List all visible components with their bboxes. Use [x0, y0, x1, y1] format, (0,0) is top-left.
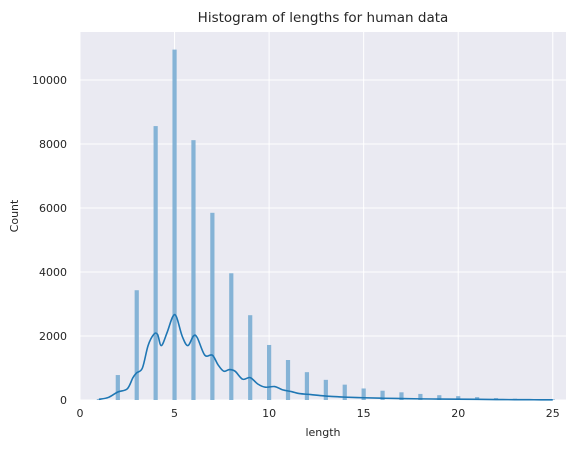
chart-title: Histogram of lengths for human data [198, 10, 449, 26]
histogram-bar [134, 290, 139, 400]
x-tick-label: 0 [77, 407, 84, 420]
histogram-bar [456, 396, 461, 400]
y-tick-label: 2000 [39, 330, 67, 343]
histogram-bar [210, 212, 215, 400]
histogram-bar [267, 344, 272, 400]
x-tick-labels: 0 5 10 15 20 25 [77, 407, 560, 420]
grid-lines [79, 32, 566, 401]
histogram-bar [115, 375, 120, 400]
histogram-bar [361, 388, 366, 400]
histogram-bar [229, 273, 234, 400]
y-tick-labels: 0 2000 4000 6000 8000 10000 [32, 74, 67, 407]
histogram-bar [437, 395, 442, 400]
x-tick-label: 15 [357, 407, 371, 420]
x-tick-label: 5 [171, 407, 178, 420]
histogram-bar [172, 49, 177, 400]
histogram-bar [418, 393, 423, 400]
x-axis-label: length [305, 426, 340, 439]
histogram-bar [191, 140, 196, 400]
histogram-bar [399, 392, 404, 400]
y-tick-label: 4000 [39, 266, 67, 279]
y-tick-label: 6000 [39, 202, 67, 215]
histogram-bar [153, 126, 158, 400]
plot-area [80, 32, 566, 400]
x-tick-label: 25 [546, 407, 560, 420]
kde-curve [98, 313, 553, 401]
x-tick-label: 20 [451, 407, 465, 420]
y-axis-label: Count [8, 199, 21, 232]
x-tick-label: 10 [262, 407, 276, 420]
y-tick-label: 10000 [32, 74, 67, 87]
histogram-bars [96, 49, 555, 400]
histogram-bar [285, 360, 291, 400]
kde-curve-group [98, 313, 553, 401]
histogram-bar [342, 384, 347, 400]
histogram-bar [304, 372, 310, 400]
histogram-bar [96, 399, 102, 400]
histogram-bar [248, 315, 253, 400]
histogram-bar [323, 379, 328, 400]
y-tick-label: 0 [60, 394, 67, 407]
y-tick-label: 8000 [39, 138, 67, 151]
histogram-bar [380, 390, 385, 400]
